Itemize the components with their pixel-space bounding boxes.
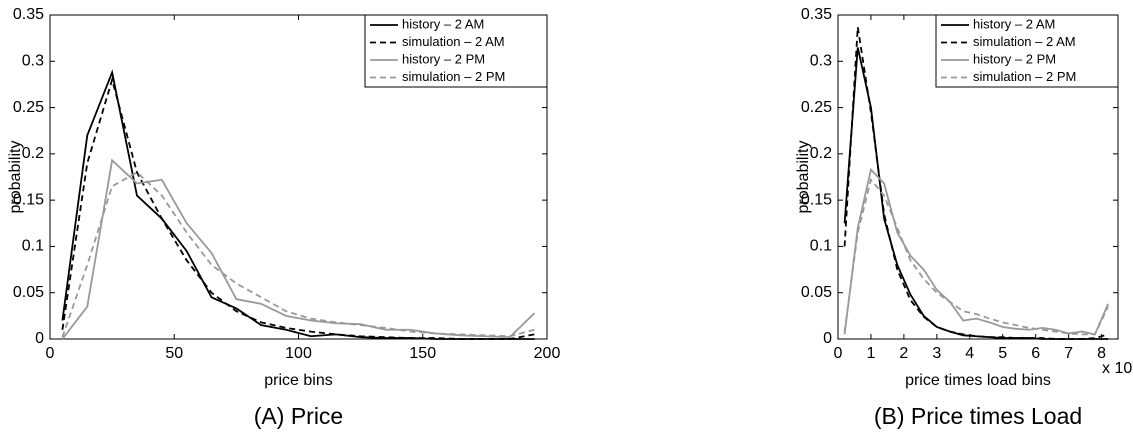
y-tick-label: 0.35 [801, 6, 832, 23]
legend-label: simulation – 2 PM [402, 69, 505, 84]
y-tick-label: 0.25 [801, 99, 832, 116]
y-tick-label: 0.15 [13, 191, 44, 208]
x-scale-label: x 106 [1102, 357, 1133, 377]
x-tick-label: 4 [965, 345, 974, 362]
y-tick-label: 0.05 [13, 284, 44, 301]
legend-label: simulation – 2 PM [973, 69, 1076, 84]
legend-label: history – 2 AM [402, 16, 484, 31]
series-line [61, 158, 536, 340]
caption: (B) Price times Load [874, 403, 1082, 429]
legend-box [935, 14, 1119, 88]
series-line [843, 177, 1109, 336]
legend-label: history – 2 AM [973, 16, 1055, 31]
y-tick-label: 0.2 [22, 145, 44, 162]
x-axis-label: price bins [264, 372, 332, 389]
x-tick-label: 7 [1064, 345, 1073, 362]
chart: 0 0.05 0.1 0.15 0.2 0.25 0.3 0.35 0 1 2 3 4 5 6 7 8x 106… [795, 6, 1133, 429]
caption: (A) Price [254, 403, 343, 429]
chart: 0 0.05 0.1 0.15 0.2 0.25 0.3 0.35 0 50 100 150 200 pr… [7, 6, 560, 429]
y-tick-label: 0.1 [22, 238, 44, 255]
legend-label: history – 2 PM [402, 51, 485, 66]
series-line [61, 171, 535, 338]
y-tick-label: 0.05 [801, 284, 832, 301]
y-tick-label: 0 [35, 330, 44, 347]
legend-label: simulation – 2 AM [973, 34, 1076, 49]
legend-label: simulation – 2 AM [402, 34, 505, 49]
x-tick-label: 2 [899, 345, 908, 362]
series-line [843, 26, 1109, 340]
y-tick-label: 0.35 [13, 6, 44, 23]
y-tick-label: 0.25 [13, 99, 44, 116]
y-axis-label: probability [795, 141, 812, 214]
x-tick-label: 150 [409, 345, 436, 362]
y-tick-label: 0.3 [810, 53, 832, 70]
y-tick-label: 0.3 [22, 53, 44, 70]
series-line [843, 47, 1109, 340]
x-tick-label: 0 [834, 345, 843, 362]
x-tick-label: 1 [866, 345, 875, 362]
x-tick-label: 8 [1097, 345, 1106, 362]
x-tick-label: 0 [46, 345, 55, 362]
legend-label: history – 2 PM [973, 51, 1056, 66]
y-axis-label: probability [7, 141, 24, 214]
y-tick-label: 0.2 [810, 145, 832, 162]
x-tick-label: 50 [165, 345, 183, 362]
x-axis-label: price times load bins [905, 372, 1051, 389]
legend-box [364, 14, 548, 88]
x-tick-label: 6 [1031, 345, 1040, 362]
y-tick-label: 0.15 [801, 191, 832, 208]
x-tick-label: 5 [998, 345, 1007, 362]
series-line [61, 69, 535, 340]
x-tick-label: 100 [285, 345, 312, 362]
y-tick-label: 0 [823, 330, 832, 347]
y-tick-label: 0.1 [810, 238, 832, 255]
x-tick-label: 200 [534, 345, 561, 362]
x-tick-label: 3 [932, 345, 941, 362]
x-scale-base: x 10 [1102, 360, 1132, 377]
series-line [61, 76, 535, 340]
